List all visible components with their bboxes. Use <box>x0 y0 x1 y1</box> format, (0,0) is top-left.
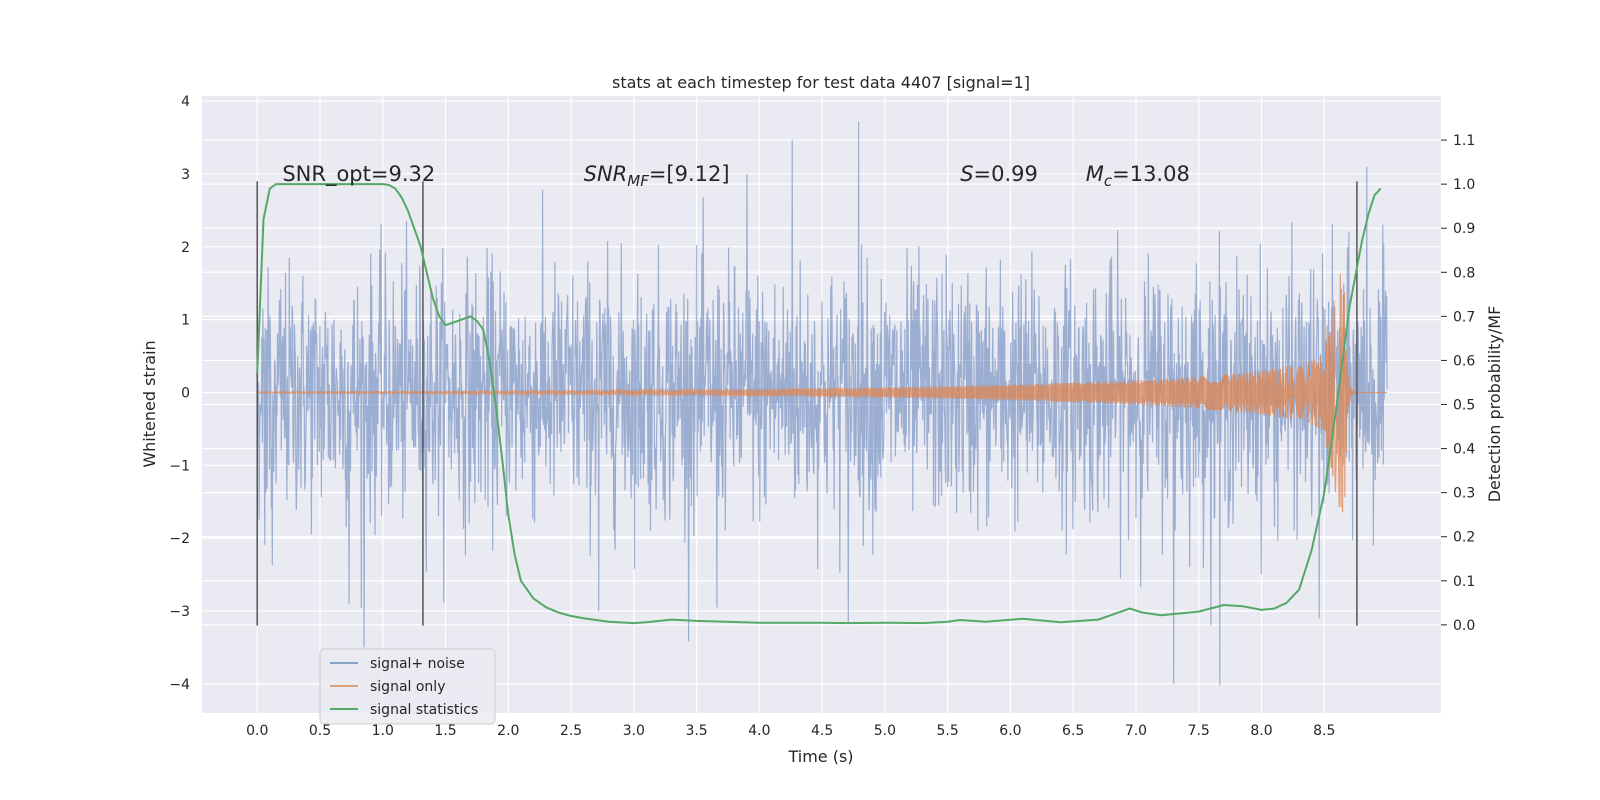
x-tick-label: 1.0 <box>372 723 394 739</box>
signal-only-series <box>256 273 1387 513</box>
y-tick-label: 2 <box>181 240 190 256</box>
x-axis-label: Time (s) <box>787 747 853 766</box>
x-tick-label: 5.0 <box>874 723 896 739</box>
y-right-tick-label: 0.7 <box>1453 309 1475 325</box>
signal-only-line <box>256 273 1387 513</box>
x-tick-label: 0.0 <box>246 723 268 739</box>
annotation: SNRMF=[9.12] <box>584 162 730 190</box>
x-tick-label: 3.0 <box>623 723 645 739</box>
x-tick-label: 1.5 <box>434 723 456 739</box>
y-tick-labels: 4 3 2 1 0 −1 −2 −3 −4 <box>169 94 190 693</box>
chart-title: stats at each timestep for test data 440… <box>612 73 1030 92</box>
annotation: Mc=13.08 <box>1086 162 1190 190</box>
y-right-tick-labels: 1.1 1.0 0.9 0.8 0.7 0.6 0.5 0.4 0.3 0.2 0.1 0.0 <box>1441 133 1475 634</box>
legend-frame <box>319 648 496 725</box>
y-right-tick-label: 0.5 <box>1453 398 1475 414</box>
x-tick-label: 6.5 <box>1062 723 1084 739</box>
y-tick-label: 0 <box>181 385 190 401</box>
y-tick-label: −4 <box>169 677 190 693</box>
x-tick-labels: 0.0 0.5 1.0 1.5 2.0 2.5 3.0 3.5 4.0 4.5 5.0 5.5 6.0 6… <box>246 723 1335 739</box>
annotation: S=0.99 <box>960 162 1038 186</box>
signal-statistics-line <box>256 183 1382 625</box>
legend-label-signal-noise: signal+ noise <box>370 656 465 672</box>
y-right-tick-label: 0.6 <box>1453 353 1475 369</box>
y-right-tick-label: 0.2 <box>1453 530 1475 546</box>
y-right-tick-label: 0.8 <box>1453 265 1475 281</box>
y-right-tick-label: 0.4 <box>1453 442 1475 458</box>
x-tick-label: 7.5 <box>1188 723 1210 739</box>
y-right-tick-label: 1.0 <box>1453 177 1475 193</box>
x-tick-label: 8.5 <box>1313 723 1335 739</box>
legend: signal+ noise signal only signal statist… <box>319 648 496 725</box>
x-tick-label: 2.0 <box>497 723 519 739</box>
y-right-axis-label: Detection probability/MF <box>1485 306 1504 503</box>
legend-label-signal-statistics: signal statistics <box>370 702 478 718</box>
y-tick-label: −1 <box>169 458 190 474</box>
y-right-tick-label: 1.1 <box>1453 133 1475 149</box>
y-right-tick-label: 0.0 <box>1453 618 1475 634</box>
signal-statistics-series <box>256 183 1382 625</box>
legend-label-signal-only: signal only <box>370 679 445 695</box>
annotation: SNR_opt=9.32 <box>282 162 435 187</box>
x-tick-label: 8.0 <box>1250 723 1272 739</box>
x-tick-label: 2.5 <box>560 723 582 739</box>
y-tick-label: −3 <box>169 604 190 620</box>
x-tick-label: 7.0 <box>1125 723 1147 739</box>
x-tick-label: 4.5 <box>811 723 833 739</box>
y-tick-label: 3 <box>181 167 190 183</box>
x-tick-label: 5.5 <box>937 723 959 739</box>
y-tick-label: −2 <box>169 531 190 547</box>
y-right-tick-label: 0.9 <box>1453 221 1475 237</box>
y-right-tick-label: 0.1 <box>1453 574 1475 590</box>
x-tick-label: 4.0 <box>748 723 770 739</box>
annotations: SNR_opt=9.32 SNRMF=[9.12] S=0.99 Mc=13.08 <box>282 162 1189 190</box>
y-axis-label: Whitened strain <box>140 340 159 467</box>
x-tick-label: 3.5 <box>685 723 707 739</box>
y-tick-label: 1 <box>181 313 190 329</box>
x-tick-label: 6.0 <box>999 723 1021 739</box>
x-tick-label: 0.5 <box>309 723 331 739</box>
y-tick-label: 4 <box>181 94 190 110</box>
y-right-tick-label: 0.3 <box>1453 486 1475 502</box>
